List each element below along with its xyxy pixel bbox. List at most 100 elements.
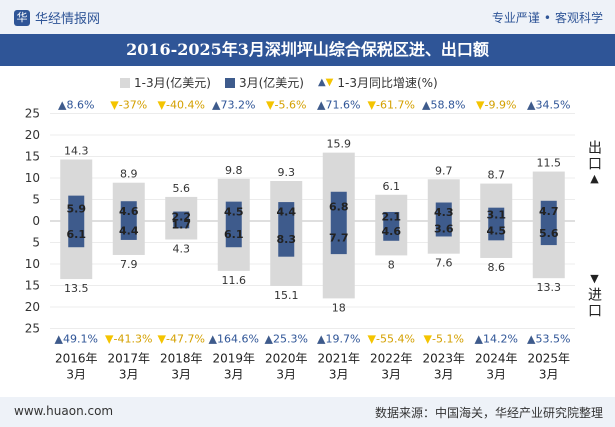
import-cumulative-label: 13.3 — [537, 281, 562, 294]
top-bar: 华 华经情报网 专业严谨 • 客观科学 — [0, 0, 615, 34]
export-month-bar — [278, 202, 295, 221]
y-tick-label: 0 — [32, 214, 40, 228]
import-month-label: 3.6 — [434, 223, 454, 236]
export-month-label: 2.1 — [382, 210, 402, 223]
export-yoy-label: ▲71.6% — [317, 99, 360, 112]
brand: 华 华经情报网 — [14, 8, 100, 27]
import-month-bar — [488, 221, 505, 241]
import-month-label: 4.6 — [382, 225, 402, 238]
brand-name: 华经情报网 — [35, 12, 101, 27]
tag-2: 客观科学 — [554, 11, 603, 25]
import-month-label: 7.7 — [329, 232, 349, 245]
footer-url: www.huaon.com — [14, 404, 114, 418]
export-month-label: 4.4 — [277, 206, 297, 219]
export-yoy-label: ▼-37% — [110, 99, 147, 112]
import-cumulative-label: 8.6 — [488, 261, 506, 274]
export-yoy-label: ▼-5.6% — [266, 99, 306, 112]
export-month-bar — [383, 211, 400, 221]
tag-1: 专业严谨 — [491, 11, 540, 25]
import-month-label: 4.4 — [119, 224, 139, 237]
import-yoy-label: ▲19.7% — [317, 333, 360, 346]
y-tick-label: 25 — [25, 322, 40, 336]
legend-item-month: 3月(亿美元) — [224, 74, 304, 91]
export-month-label: 4.3 — [434, 206, 454, 219]
brand-logo-icon: 华 — [14, 9, 30, 26]
import-yoy-label: ▼-47.7% — [158, 333, 205, 346]
export-month-bar — [225, 201, 242, 221]
export-cumulative-label: 15.9 — [327, 138, 352, 151]
import-month-label: 4.5 — [487, 225, 507, 238]
y-tick-label: 5 — [32, 193, 40, 207]
export-month-bar — [540, 200, 557, 221]
export-side-label: 出口▲ — [584, 140, 604, 187]
import-month-label: 6.1 — [224, 228, 244, 241]
export-month-bar — [120, 201, 137, 221]
export-month-bar — [330, 191, 347, 221]
y-tick-label: 5 — [32, 236, 40, 250]
import-yoy-label: ▲49.1% — [55, 333, 98, 346]
legend-label-month: 3月(亿美元) — [238, 76, 304, 90]
export-cumulative-label: 11.5 — [537, 157, 562, 170]
legend-label-cumulative: 1-3月(亿美元) — [134, 76, 211, 90]
legend-swatch-blue — [224, 77, 235, 88]
y-tick-label: 15 — [25, 150, 40, 164]
export-cumulative-label: 5.6 — [173, 182, 191, 195]
import-side-label: ▼进口 — [584, 272, 604, 319]
legend-item-cumulative: 1-3月(亿美元) — [120, 74, 211, 91]
legend-item-yoy: ▲▼ 1-3月同比增速(%) — [318, 74, 438, 91]
export-cumulative-label: 8.7 — [488, 169, 506, 182]
import-month-label: 8.3 — [277, 233, 297, 246]
import-month-bar — [173, 221, 190, 229]
import-month-bar — [68, 221, 85, 248]
import-month-label: 6.1 — [67, 228, 87, 241]
export-month-label: 2.2 — [172, 210, 192, 223]
chart-plot: 25 20 15 10 5 0 5 10 15 20 25 14.3 13.5 5.9 6.1 ▲8.6% ▲4… — [25, 99, 575, 382]
slogan-tags: 专业严谨 • 客观科学 — [492, 9, 603, 26]
import-yoy-label: ▼-55.4% — [368, 333, 415, 346]
import-cumulative-label: 4.3 — [173, 242, 191, 255]
import-month-bar — [278, 221, 295, 257]
export-cumulative-label: 14.3 — [64, 145, 89, 158]
import-yoy-label: ▲164.6% — [209, 333, 259, 346]
export-cumulative-label: 6.1 — [383, 180, 401, 193]
import-label: 进口 — [586, 287, 602, 319]
export-yoy-label: ▲34.5% — [527, 99, 570, 112]
import-cumulative-label: 15.1 — [274, 289, 299, 302]
x-tick-label: 2023年 3月 — [422, 352, 465, 382]
import-yoy-label: ▼-5.1% — [424, 333, 464, 346]
import-cumulative-label: 18 — [332, 301, 346, 314]
export-cumulative-label: 9.3 — [278, 166, 296, 179]
x-tick-label: 2021年 3月 — [317, 352, 360, 382]
export-month-label: 4.7 — [539, 205, 559, 218]
export-label: 出口 — [586, 140, 602, 172]
import-cumulative-label: 13.5 — [64, 282, 89, 295]
y-tick-label: 10 — [25, 257, 40, 271]
import-cumulative-label: 11.6 — [222, 274, 247, 287]
x-tick-label: 2016年 3月 — [55, 352, 98, 382]
import-cumulative-label: 8 — [388, 258, 395, 271]
up-arrow-icon: ▲ — [588, 172, 601, 187]
legend-swatch-gray — [120, 77, 130, 88]
export-yoy-label: ▲73.2% — [212, 99, 255, 112]
x-tick-label: 2020年 3月 — [265, 352, 308, 382]
import-yoy-label: ▲53.5% — [527, 333, 570, 346]
separator-dot-icon: • — [543, 11, 551, 25]
footer-bar: www.huaon.com 数据来源：中国海关，华经产业研究院整理 — [0, 397, 615, 427]
x-tick-label: 2025年 3月 — [527, 352, 570, 382]
down-arrow-icon: ▼ — [588, 272, 601, 287]
import-cumulative-label: 7.9 — [120, 258, 138, 271]
export-yoy-label: ▲58.8% — [422, 99, 465, 112]
import-month-bar — [540, 221, 557, 246]
legend-triangle-icon: ▲▼ — [317, 77, 334, 88]
export-yoy-label: ▼-40.4% — [158, 99, 205, 112]
x-tick-label: 2018年 3月 — [160, 352, 203, 382]
import-yoy-label: ▲14.2% — [475, 333, 518, 346]
export-month-bar — [435, 202, 452, 221]
y-tick-label: 20 — [25, 128, 40, 142]
y-tick-label: 10 — [25, 171, 40, 185]
footer-source: 数据来源：中国海关，华经产业研究院整理 — [374, 406, 603, 420]
legend-label-yoy: 1-3月同比增速(%) — [337, 76, 438, 90]
x-tick-label: 2017年 3月 — [107, 352, 150, 382]
export-cumulative-label: 9.8 — [225, 164, 243, 177]
chart-title: 2016-2025年3月深圳坪山综合保税区进、出口额 — [126, 40, 489, 59]
